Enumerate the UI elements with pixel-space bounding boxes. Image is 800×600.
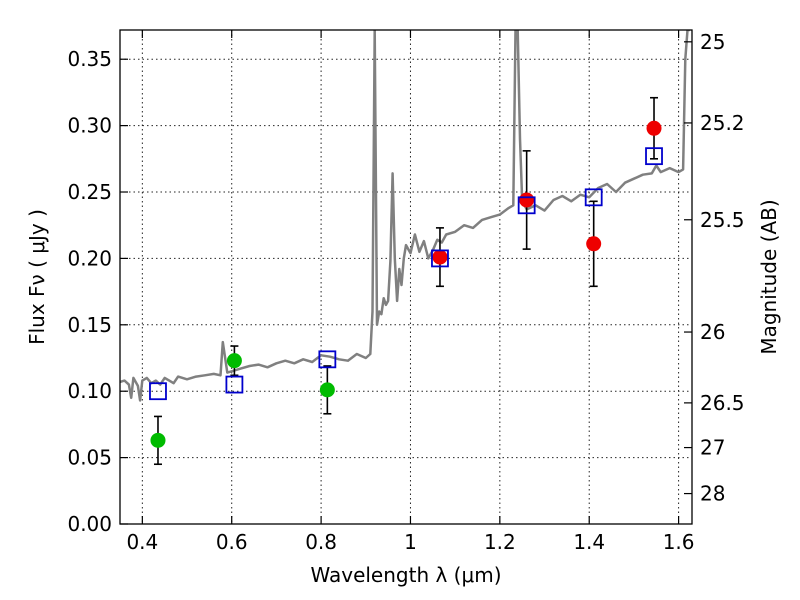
y2-tick-label: 25.5 — [700, 208, 745, 232]
y2-tick-label: 25 — [700, 30, 725, 54]
x-tick-label: 1 — [404, 530, 417, 554]
photometry-point — [586, 236, 602, 252]
y-tick-label: 0.30 — [67, 114, 112, 138]
model-square-point — [225, 375, 244, 394]
plot-frame — [119, 29, 693, 525]
y2-tick-label: 28 — [700, 482, 725, 506]
model-spectrum — [120, 30, 690, 402]
y-tick-label: 0.35 — [67, 47, 112, 71]
y-tick-label: 0.20 — [67, 246, 112, 270]
x-tick-label: 1.2 — [484, 530, 516, 554]
x-tick-label: 0.6 — [216, 530, 248, 554]
model-square-point — [584, 188, 603, 207]
model-square-point — [149, 382, 167, 401]
y-tick-label: 0.00 — [67, 512, 112, 536]
y-axis-title: Flux Fν ( μJy ) — [25, 209, 49, 345]
y2-tick-label: 25.2 — [700, 111, 745, 135]
y2-tick-label: 27 — [700, 436, 725, 460]
model-square-point — [645, 147, 663, 166]
y-tick-label: 0.25 — [67, 180, 112, 204]
y2-tick-label: 26.5 — [700, 391, 745, 415]
model-square-point — [431, 249, 449, 268]
error-bars — [153, 96, 659, 466]
x-tick-label: 0.8 — [305, 530, 337, 554]
y-tick-label: 0.15 — [67, 313, 112, 337]
spectrum-line — [120, 30, 690, 402]
data-points — [149, 120, 663, 448]
x-axis-title: Wavelength λ (μm) — [310, 563, 501, 587]
y-tick-label: 0.05 — [67, 446, 112, 470]
photometry-point — [226, 353, 242, 369]
photometry-point — [519, 192, 535, 208]
axis-ticks: 0.4 0.6 0.8 1 1.2 1.4 1.6 0.00 0.05 0.10 0.15 0.20 0… — [67, 30, 744, 554]
x-tick-label: 0.4 — [126, 530, 158, 554]
y2-tick-label: 26 — [700, 320, 725, 344]
x-tick-label: 1.4 — [573, 530, 605, 554]
photometry-point — [150, 432, 166, 448]
photometry-point — [432, 249, 448, 265]
y-tick-label: 0.10 — [67, 379, 112, 403]
model-square-point — [318, 350, 337, 369]
photometry-point — [319, 382, 335, 398]
model-square-point — [517, 196, 536, 215]
x-tick-label: 1.6 — [663, 530, 695, 554]
photometry-point — [646, 120, 662, 136]
y2-axis-title: Magnitude (AB) — [757, 199, 781, 354]
grid-lines — [120, 30, 692, 525]
